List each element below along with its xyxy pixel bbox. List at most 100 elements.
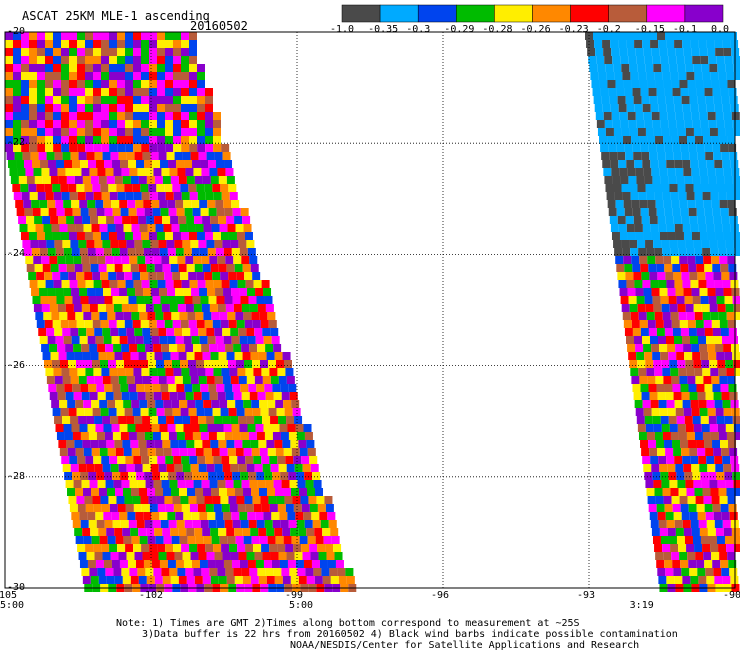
swath-cell	[94, 240, 103, 248]
swath-cell	[14, 152, 23, 160]
swath-cell	[707, 48, 716, 56]
swath-cell	[21, 72, 29, 80]
lon-tick-label: -102	[139, 590, 164, 601]
swath-cell	[655, 80, 664, 88]
swath-cell	[219, 224, 228, 232]
swath-cell	[680, 144, 689, 152]
swath-cell	[295, 512, 304, 520]
swath-cell	[658, 224, 667, 232]
swath-cell	[723, 528, 732, 536]
swath-cell	[186, 264, 195, 272]
legend-swatch	[646, 4, 686, 23]
swath-cell	[104, 384, 113, 392]
swath-cell	[651, 464, 660, 472]
swath-cell	[93, 104, 101, 112]
swath-cell	[176, 384, 185, 392]
swath-cell	[42, 352, 51, 360]
swath-cell	[675, 48, 684, 56]
swath-cell	[113, 168, 122, 176]
swath-cell	[191, 560, 200, 568]
swath-cell	[29, 128, 37, 136]
swath-cell	[619, 232, 628, 240]
swath-cell	[69, 128, 77, 136]
swath-cell	[107, 224, 116, 232]
swath-cell	[120, 520, 129, 528]
swath-cell	[671, 496, 680, 504]
swath-cell	[70, 152, 79, 160]
swath-cell	[703, 200, 712, 208]
lon-tick-label: -99	[285, 590, 304, 601]
swath-cell	[216, 384, 225, 392]
swath-cell	[192, 384, 201, 392]
swath-cell	[145, 568, 154, 576]
swath-cell	[137, 344, 146, 352]
swath-cell	[277, 456, 286, 464]
swath-cell	[643, 344, 652, 352]
swath-cell	[703, 320, 712, 328]
swath-cell	[133, 368, 142, 376]
swath-cell	[111, 424, 120, 432]
swath-cell	[232, 208, 241, 216]
swath-cell	[309, 544, 318, 552]
swath-cell	[638, 72, 647, 80]
swath-cell	[690, 104, 699, 112]
swath-cell	[85, 72, 93, 80]
swath-cell	[123, 448, 132, 456]
swath-cell	[53, 136, 61, 144]
swath-cell	[256, 520, 265, 528]
swath-cell	[734, 368, 740, 376]
swath-cell	[733, 64, 740, 72]
swath-cell	[199, 560, 208, 568]
swath-cell	[229, 192, 238, 200]
swath-cell	[52, 184, 61, 192]
swath-cell	[626, 224, 635, 232]
swath-cell	[120, 384, 129, 392]
swath-cell	[95, 200, 104, 208]
swath-cell	[224, 296, 233, 304]
swath-cell	[61, 456, 70, 464]
swath-cell	[30, 240, 39, 248]
swath-cell	[293, 456, 302, 464]
swath-cell	[699, 288, 708, 296]
swath-cell	[132, 496, 141, 504]
swath-cell	[96, 432, 105, 440]
swath-cell	[46, 240, 55, 248]
swath-cell	[155, 536, 164, 544]
swath-cell	[222, 376, 231, 384]
swath-cell	[150, 328, 159, 336]
swath-cell	[191, 248, 200, 256]
swath-cell	[670, 312, 679, 320]
swath-cell	[13, 56, 21, 64]
swath-cell	[187, 360, 196, 368]
swath-cell	[626, 104, 635, 112]
swath-cell	[672, 384, 681, 392]
swath-cell	[275, 400, 284, 408]
swath-cell	[106, 576, 115, 584]
swath-cell	[610, 40, 619, 48]
swath-cell	[104, 296, 113, 304]
swath-cell	[224, 432, 233, 440]
swath-cell	[286, 464, 295, 472]
swath-cell	[157, 192, 166, 200]
swath-cell	[123, 360, 132, 368]
swath-cell	[619, 168, 628, 176]
swath-cell	[255, 512, 264, 520]
swath-cell	[668, 416, 677, 424]
swath-cell	[274, 576, 283, 584]
swath-cell	[140, 408, 149, 416]
swath-cell	[621, 304, 630, 312]
swath-cell	[180, 184, 189, 192]
swath-cell	[259, 400, 268, 408]
swath-cell	[82, 576, 91, 584]
swath-cell	[210, 264, 219, 272]
swath-cell	[67, 488, 76, 496]
swath-cell	[721, 152, 730, 160]
swath-cell	[60, 408, 69, 416]
swath-cell	[168, 296, 177, 304]
swath-cell	[77, 280, 86, 288]
swath-cell	[699, 408, 708, 416]
swath-cell	[676, 536, 685, 544]
swath-cell	[659, 528, 668, 536]
swath-cell	[713, 448, 722, 456]
swath-cell	[702, 432, 711, 440]
